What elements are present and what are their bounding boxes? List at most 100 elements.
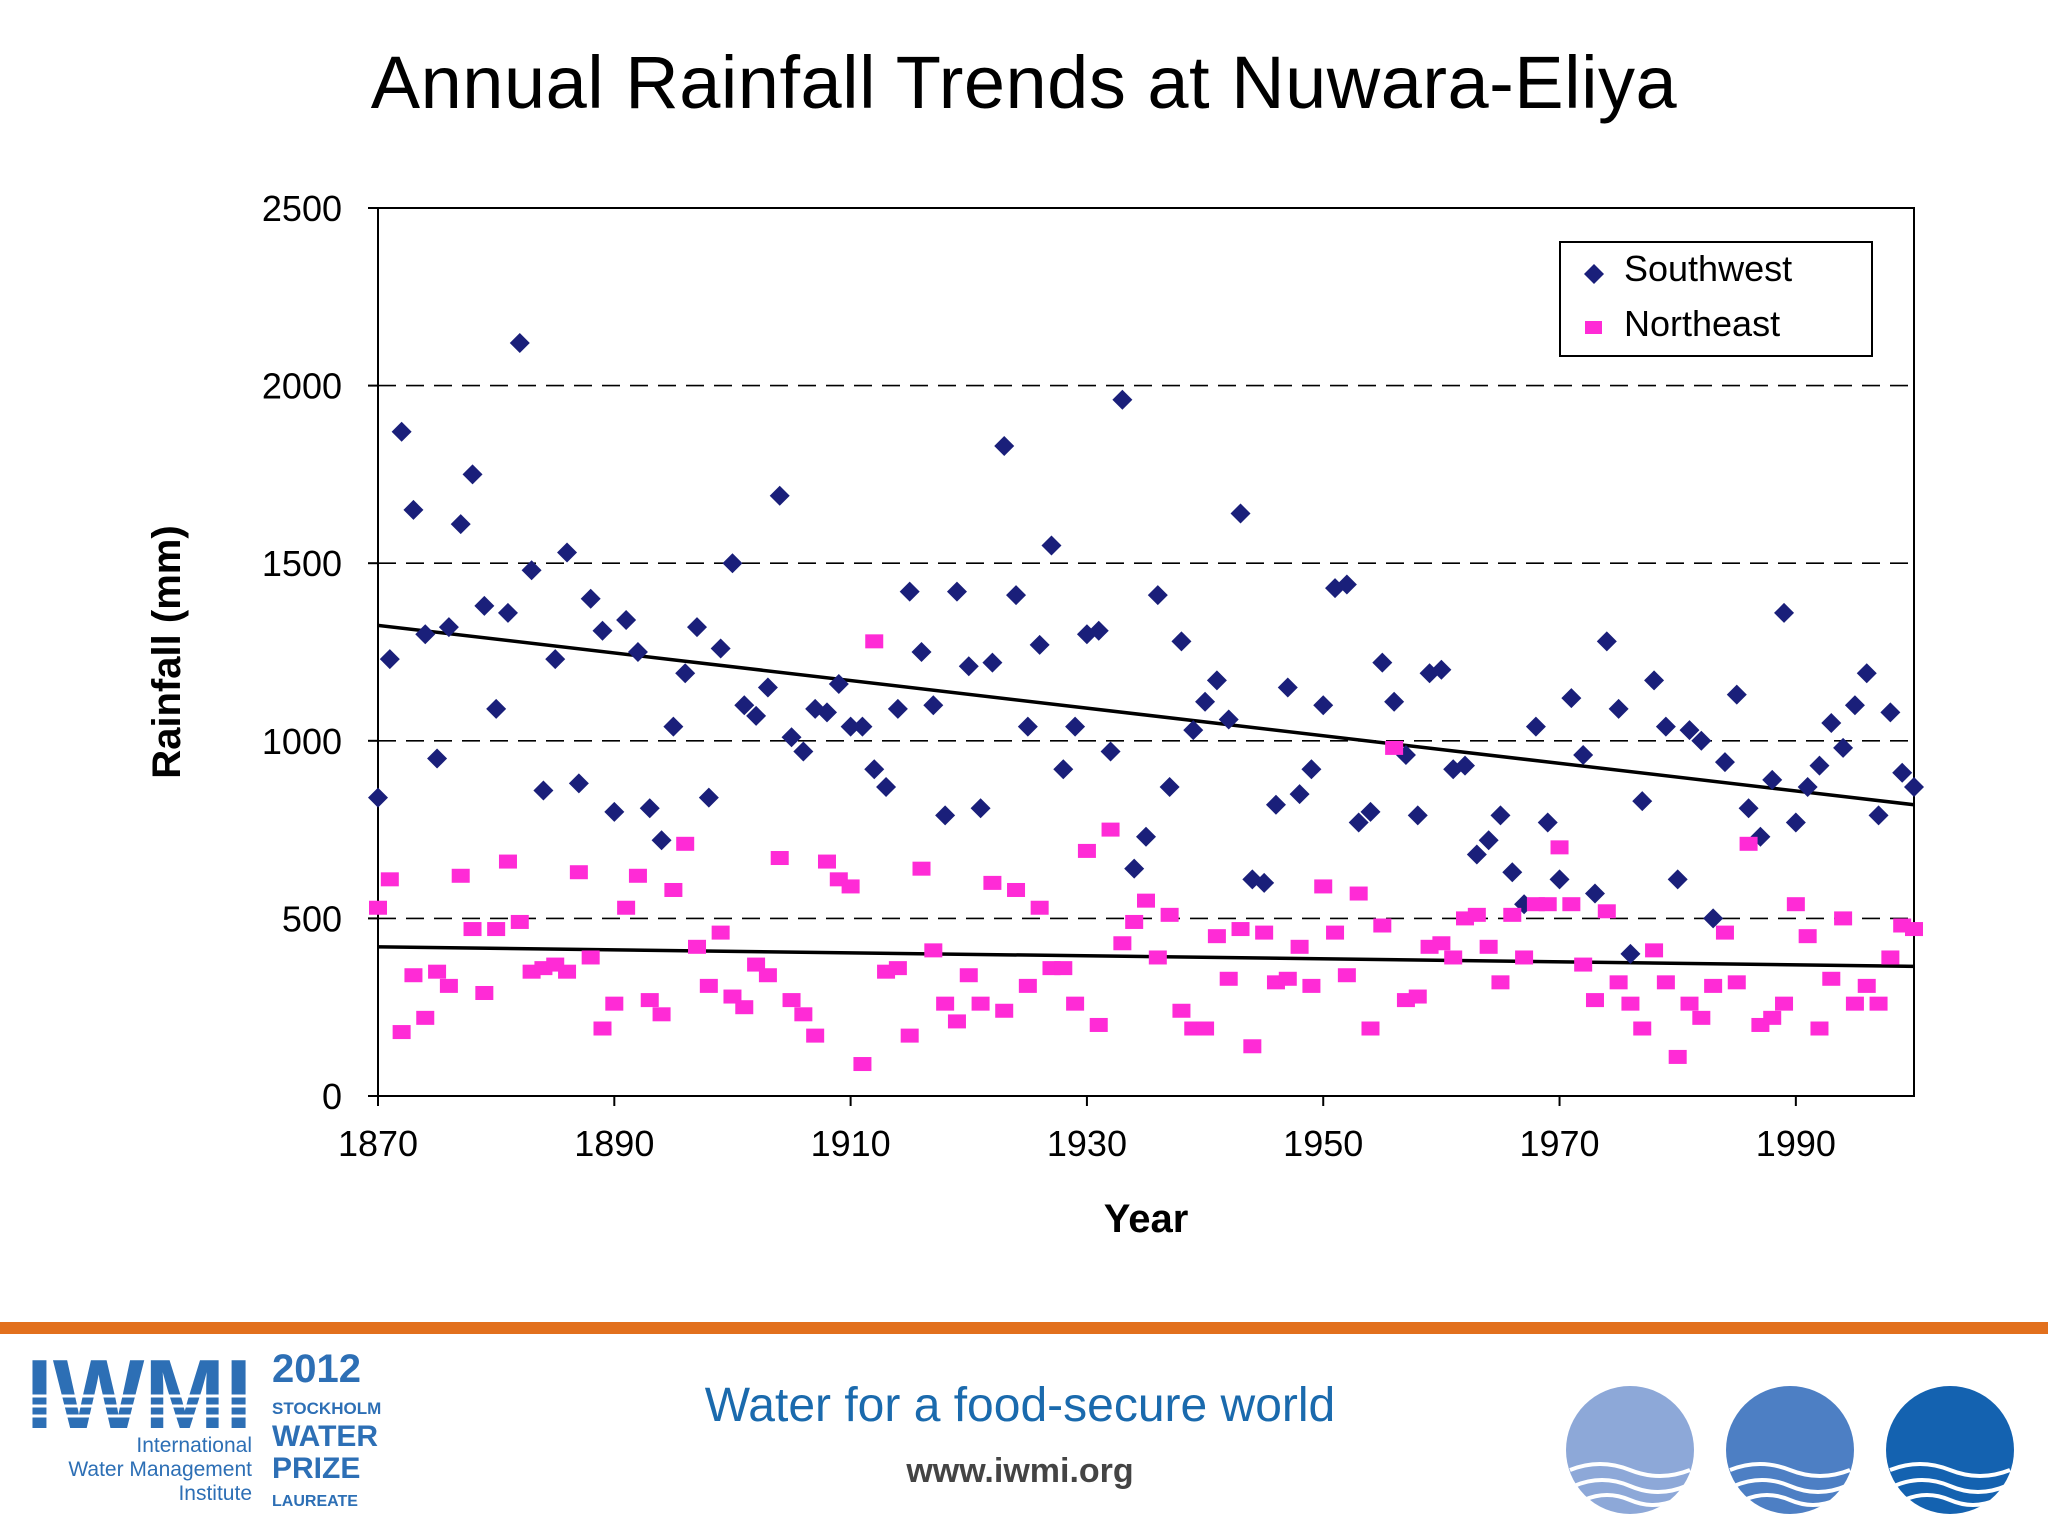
point-southwest [1785, 812, 1806, 833]
x-tick-label: 1910 [811, 1123, 891, 1164]
y-tick-label: 1000 [262, 721, 342, 762]
point-southwest [1041, 535, 1062, 556]
legend-box [1559, 241, 1873, 357]
point-northeast [1207, 929, 1226, 944]
point-northeast [510, 914, 529, 929]
point-southwest [616, 610, 637, 631]
point-southwest [1679, 720, 1700, 741]
point-southwest [1703, 908, 1724, 929]
iwmi-logo: IWMI International Water Management Inst… [26, 1346, 381, 1510]
point-northeast [1196, 1021, 1215, 1036]
point-northeast [1101, 822, 1120, 837]
point-southwest [852, 716, 873, 737]
point-northeast [1798, 929, 1817, 944]
point-northeast [1869, 996, 1888, 1011]
point-southwest [403, 499, 424, 520]
point-northeast [475, 985, 494, 1000]
point-northeast [439, 978, 458, 993]
point-southwest [1112, 389, 1133, 410]
point-northeast [1515, 950, 1534, 965]
point-northeast [1444, 950, 1463, 965]
point-northeast [416, 1010, 435, 1025]
point-southwest [1136, 826, 1156, 847]
point-southwest [627, 642, 648, 662]
point-northeast [1219, 971, 1238, 986]
point-northeast [1077, 843, 1096, 858]
point-northeast [498, 854, 517, 869]
point-northeast [1503, 907, 1522, 922]
point-southwest [1502, 862, 1523, 883]
point-northeast [664, 882, 683, 897]
point-northeast [581, 950, 600, 965]
point-northeast [1763, 1010, 1782, 1025]
point-southwest [994, 435, 1015, 456]
point-southwest [1868, 805, 1889, 826]
plot-frame [377, 207, 1915, 1097]
point-southwest [1254, 872, 1275, 893]
point-southwest [1809, 755, 1830, 776]
point-northeast [971, 996, 990, 1011]
point-northeast [1278, 971, 1297, 986]
point-northeast [1125, 914, 1144, 929]
logo-subtitle-line3: Institute [178, 1482, 252, 1505]
legend-label-northeast: Northeast [1624, 303, 1780, 344]
point-southwest [1655, 716, 1676, 737]
footer-url[interactable]: www.iwmi.org [906, 1452, 1134, 1490]
point-southwest [1537, 812, 1558, 833]
point-southwest [1856, 663, 1877, 684]
point-northeast [1066, 996, 1085, 1011]
prize-line3: PRIZE [272, 1452, 360, 1485]
prize-line1: STOCKHOLM [272, 1399, 381, 1418]
point-northeast [1562, 897, 1581, 912]
gridlines [378, 384, 1914, 920]
point-northeast [735, 1000, 754, 1015]
point-northeast [723, 989, 742, 1004]
point-southwest [604, 801, 625, 822]
legend-marker-northeast [1585, 321, 1602, 334]
point-northeast [1467, 907, 1486, 922]
point-southwest [1147, 585, 1168, 606]
point-southwest [710, 638, 731, 659]
point-northeast [569, 865, 588, 880]
logo-subtitle-line1: International [136, 1434, 252, 1457]
point-northeast [404, 968, 423, 983]
x-tick-label: 1890 [574, 1123, 654, 1164]
point-southwest [379, 649, 400, 670]
point-northeast [1290, 939, 1309, 954]
point-southwest [580, 588, 601, 609]
point-northeast [392, 1025, 411, 1040]
point-southwest [675, 663, 696, 684]
point-southwest [1608, 698, 1629, 719]
point-northeast [1113, 936, 1132, 951]
point-northeast [747, 957, 766, 972]
point-northeast [1822, 971, 1841, 986]
point-southwest [1584, 883, 1605, 904]
point-northeast [1408, 989, 1427, 1004]
point-northeast [1550, 840, 1569, 855]
legend-marker-southwest [1584, 264, 1604, 284]
point-southwest [1230, 503, 1251, 524]
trendlines [377, 623, 1915, 969]
point-southwest [415, 624, 436, 645]
point-northeast [959, 968, 978, 983]
y-tick-label: 2000 [262, 366, 342, 407]
point-northeast [1373, 918, 1392, 933]
point-northeast [652, 1007, 671, 1022]
point-northeast [1148, 950, 1167, 965]
point-southwest [1525, 716, 1546, 737]
point-northeast [605, 996, 624, 1011]
point-northeast [711, 925, 730, 940]
point-southwest [1904, 776, 1924, 797]
chart-legend: Southwest Northeast [1559, 241, 1873, 357]
data-points [368, 332, 1924, 1072]
point-southwest [923, 695, 944, 716]
point-southwest [1821, 713, 1842, 734]
point-northeast [451, 868, 470, 883]
point-northeast [900, 1028, 919, 1043]
point-southwest [568, 773, 589, 794]
point-southwest [946, 581, 967, 602]
point-northeast [688, 939, 707, 954]
prize-year: 2012 [272, 1347, 361, 1391]
point-southwest [769, 485, 790, 506]
axis-ticks: 0 500 1000 1500 2000 2500 1870 1890 1910 1930 1950… [262, 188, 1836, 1164]
